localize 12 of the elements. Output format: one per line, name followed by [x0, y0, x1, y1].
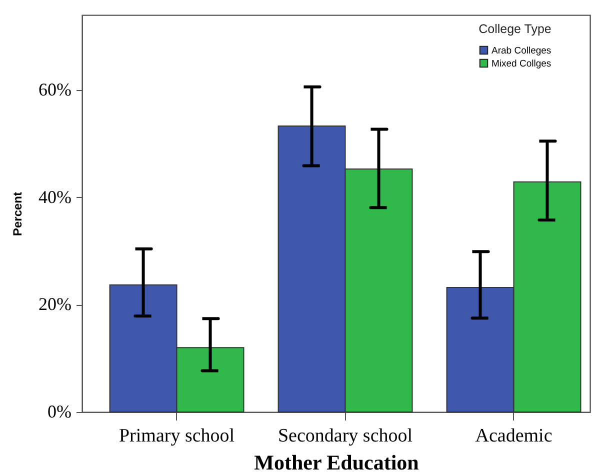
x-axis-title: Mother Education — [254, 450, 420, 474]
x-tick-label: Academic — [475, 426, 552, 446]
legend-label: Mixed Collges — [492, 58, 552, 70]
y-axis-title: Percent — [10, 192, 25, 236]
y-tick-label: 20% — [38, 294, 72, 314]
y-tick-label: 40% — [38, 186, 72, 207]
y-tick-label: 60% — [38, 80, 72, 100]
legend-title: College Type — [478, 22, 552, 36]
x-tick-label: Primary school — [118, 426, 235, 446]
y-tick-label: 0% — [48, 402, 72, 422]
x-tick-label: Secondary school — [278, 426, 413, 446]
legend-label: Arab Colleges — [492, 45, 552, 56]
